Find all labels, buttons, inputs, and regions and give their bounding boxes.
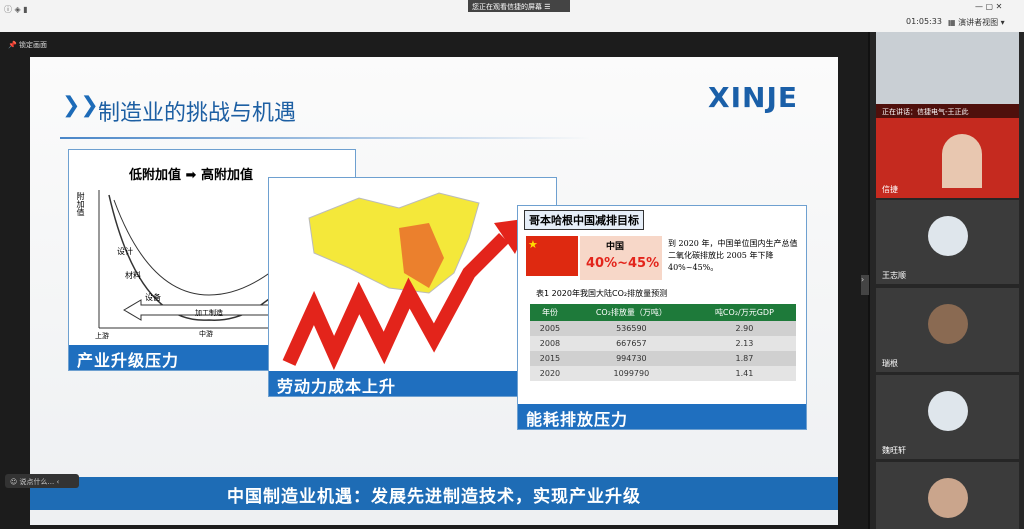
table-cell: 2020 (539, 369, 561, 378)
table-cell: 2.90 (735, 324, 754, 333)
participant-name: 瑞根 (882, 359, 898, 368)
table-row: 2008 667657 2.13 (530, 336, 796, 351)
column-header: 吨CO₂/万元GDP (714, 308, 774, 317)
table-cell: 2015 (539, 354, 561, 363)
statement: 到 2020 年，中国单位国内生产总值二氧化碳排放比 2005 年下降 40%~… (668, 239, 798, 272)
flag: ★ (526, 236, 578, 276)
chat-input[interactable]: ☺ 说点什么... ‹ (5, 474, 79, 488)
table-row: 2015 994730 1.87 (530, 351, 796, 366)
timer: 01:05:33 (906, 17, 942, 26)
table-cell: 536590 (616, 324, 647, 333)
avatar (928, 216, 968, 256)
slide-title: 制造业的挑战与机遇 (98, 101, 297, 126)
panel-caption: 劳动力成本上升 (269, 371, 556, 396)
curve-label: 设计 (117, 247, 133, 256)
avatar (928, 391, 968, 431)
map (308, 192, 480, 294)
participant-name: 王志顺 (882, 271, 906, 280)
country: 中国 (606, 242, 625, 252)
participant-name: 信捷 (882, 185, 898, 194)
chat-placeholder: 说点什么... (19, 478, 55, 486)
table-cell: 1099790 (613, 369, 650, 378)
participant-name: 魏旺轩 (882, 446, 906, 455)
avatar (928, 478, 968, 518)
x-label: 上游 (95, 332, 109, 340)
header-right: 高附加值 (200, 168, 253, 183)
participant-tile: 王志顺 (876, 200, 1019, 284)
column-header: CO₂排放量（万吨） (595, 308, 667, 317)
collapse-handle[interactable]: › (861, 275, 869, 295)
heading: 哥本哈根中国减排目标 (524, 210, 644, 230)
table-caption: 表1 2020年我国大陆CO₂排放量预测 (536, 289, 668, 298)
video-tile (876, 32, 1019, 112)
curve-label: 材料 (125, 271, 141, 280)
view-button[interactable]: ▦ 演讲者视图 ▾ (948, 18, 1005, 27)
table-cell: 1.87 (735, 354, 754, 363)
rising-arrow (282, 233, 509, 371)
header: 低附加值 ➡ 高附加值 (129, 168, 253, 183)
target: 40%~45% (586, 256, 660, 271)
table-cell: 667657 (616, 339, 647, 348)
table-cell: 2.13 (735, 339, 754, 348)
notice-text: 您正在观看信捷的屏幕 (472, 3, 542, 11)
slide-chevron: ❯❯ (62, 93, 99, 118)
avatar (928, 304, 968, 344)
window-controls[interactable]: — ▢ ✕ (975, 2, 1003, 11)
table-cell: 2005 (539, 324, 561, 333)
emission-table: 年份 CO₂排放量（万吨） 吨CO₂/万元GDP 2005 536590 2.90 2008… (530, 304, 796, 381)
curve-label: 加工制造 (195, 309, 223, 317)
map-region (399, 223, 444, 288)
wage-map (282, 192, 531, 371)
share-notice: 您正在观看信捷的屏幕 ☰ (468, 0, 570, 12)
column-header: 年份 (541, 308, 558, 317)
header-left: 低附加值 (129, 168, 182, 183)
panel-labor-cost: 劳动力成本上升 (268, 177, 557, 397)
title-rule (60, 137, 590, 139)
target-box: 中国 40%~45% (580, 236, 662, 280)
logo: XINJE (708, 81, 798, 114)
x-label: 中游 (199, 330, 213, 338)
table-cell: 994730 (616, 354, 647, 363)
banner: 中国制造业机遇：发展先进制造技术，实现产业升级 (30, 477, 838, 510)
lock-text: 锁定画面 (18, 41, 47, 49)
y-label: 附加值 (76, 192, 85, 216)
table-row: 2005 536590 2.90 (530, 321, 796, 336)
table: 年份 CO₂排放量（万吨） 吨CO₂/万元GDP 2005 536590 2.90 2008… (530, 304, 796, 381)
participant-tile: 魏旺轩 (876, 375, 1019, 459)
participant-tile (876, 462, 1019, 529)
table-row: 2020 1099790 1.41 (530, 366, 796, 381)
video-tile: 正在讲话：信捷电气-王正此 信捷 (876, 104, 1019, 198)
slide: ❯❯ 制造业的挑战与机遇 XINJE 低附加值 ➡ 高附加值 附加值 设计 材料… (30, 57, 838, 525)
panel-caption: 能耗排放压力 (518, 404, 806, 429)
speaker (942, 134, 982, 188)
panel-emission: 哥本哈根中国减排目标 ★ 中国 40%~45% 到 2020 年，中国单位国内生… (517, 205, 807, 430)
speaking-banner: 正在讲话：信捷电气-王正此 (876, 104, 1019, 118)
view-text: 演讲者视图 (958, 18, 999, 27)
top-bar: ⓘ ◈ ▮ 您正在观看信捷的屏幕 ☰ — ▢ ✕ 01:05:33 ▦ 演讲者视… (0, 0, 1024, 32)
participant-tile: 瑞根 (876, 288, 1019, 372)
table-header: 年份 CO₂排放量（万吨） 吨CO₂/万元GDP (530, 304, 796, 321)
table-cell: 2008 (539, 339, 561, 348)
curve-label: 设备 (145, 293, 161, 302)
status-icons: ⓘ ◈ ▮ (4, 5, 28, 14)
table-cell: 1.41 (735, 369, 754, 378)
lock-button[interactable]: 📌 锁定画面 (8, 41, 47, 49)
